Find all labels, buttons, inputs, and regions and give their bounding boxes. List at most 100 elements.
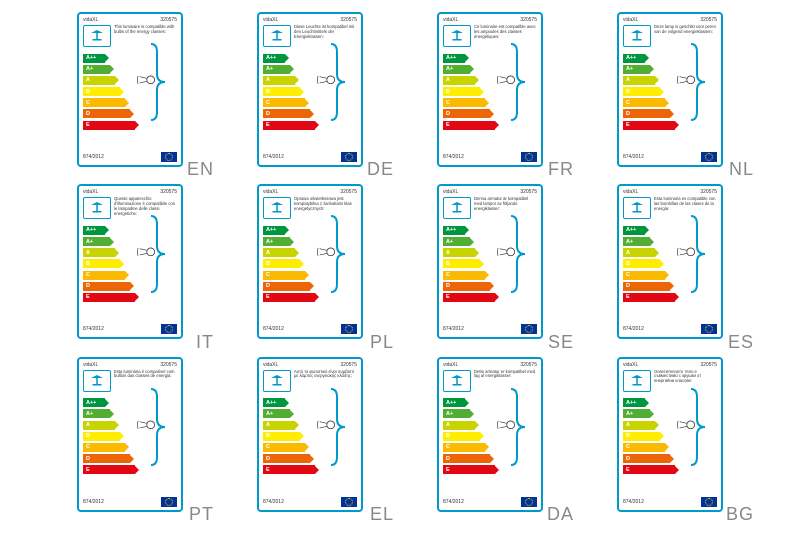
compatibility-text: Deze lamp is geschikt voor peren van de … <box>654 25 717 35</box>
bulb-icon <box>135 72 157 88</box>
energy-label-card: vidaXL 320575 Esta luminaria es compatib… <box>617 184 723 339</box>
card-header: vidaXL 320575 <box>83 189 177 195</box>
card-header: vidaXL 320575 <box>263 17 357 23</box>
eu-flag-icon <box>341 497 357 507</box>
brand-text: vidaXL <box>83 17 98 23</box>
brand-text: vidaXL <box>263 362 278 368</box>
brand-text: vidaXL <box>443 189 458 195</box>
card-footer: 874/2012 <box>83 497 177 507</box>
label-cell-da: vidaXL 320575 Dette armatur er kompatibe… <box>400 353 580 525</box>
lamp-icon <box>628 373 646 389</box>
bulb-icon <box>135 244 157 260</box>
model-text: 320575 <box>520 362 537 368</box>
card-header: vidaXL 320575 <box>443 362 537 368</box>
language-code: EL <box>370 504 394 525</box>
model-text: 320575 <box>700 362 717 368</box>
lamp-box <box>83 370 111 392</box>
lamp-box <box>443 197 471 219</box>
model-text: 320575 <box>160 362 177 368</box>
regulation-text: 874/2012 <box>443 326 464 332</box>
compatibility-text: Denna armatur är kompatibel med lampor a… <box>474 197 537 211</box>
lamp-box <box>263 25 291 47</box>
label-cell-fr: vidaXL 320575 Ce luminaire est compatibl… <box>400 8 580 180</box>
brand-text: vidaXL <box>443 362 458 368</box>
model-text: 320575 <box>520 189 537 195</box>
card-header: vidaXL 320575 <box>263 189 357 195</box>
language-code: ES <box>728 332 754 353</box>
bulb-icon <box>675 72 697 88</box>
lamp-icon <box>448 28 466 44</box>
eu-flag-icon <box>701 152 717 162</box>
compatibility-text: Diese Leuchte ist kompatibel mit den Leu… <box>294 25 357 39</box>
bulb-icon <box>675 244 697 260</box>
regulation-text: 874/2012 <box>623 499 644 505</box>
language-code: IT <box>196 332 214 353</box>
card-header: vidaXL 320575 <box>443 17 537 23</box>
bulb-icon <box>135 417 157 433</box>
bulb-icon <box>315 244 337 260</box>
card-footer: 874/2012 <box>623 324 717 334</box>
brand-text: vidaXL <box>263 17 278 23</box>
label-cell-pt: vidaXL 320575 Esta luminária é compatíve… <box>40 353 220 525</box>
lamp-box <box>83 25 111 47</box>
lamp-box <box>443 25 471 47</box>
lamp-icon <box>628 200 646 216</box>
model-text: 320575 <box>520 17 537 23</box>
labels-grid: vidaXL 320575 This luminaire is compatib… <box>0 0 800 533</box>
lamp-icon <box>448 373 466 389</box>
language-code: EN <box>187 159 214 180</box>
regulation-text: 874/2012 <box>83 326 104 332</box>
bulb-icon <box>675 417 697 433</box>
language-code: SE <box>548 332 574 353</box>
card-header: vidaXL 320575 <box>83 17 177 23</box>
regulation-text: 874/2012 <box>263 154 284 160</box>
lamp-box <box>623 25 651 47</box>
compatibility-text: This luminaire is compatible with bulbs … <box>114 25 177 35</box>
eu-flag-icon <box>521 324 537 334</box>
lamp-icon <box>88 373 106 389</box>
energy-label-card: vidaXL 320575 Diese Leuchte ist kompatib… <box>257 12 363 167</box>
model-text: 320575 <box>340 17 357 23</box>
model-text: 320575 <box>340 362 357 368</box>
language-code: BG <box>726 504 754 525</box>
eu-flag-icon <box>521 152 537 162</box>
brand-text: vidaXL <box>623 189 638 195</box>
regulation-text: 874/2012 <box>623 154 644 160</box>
eu-flag-icon <box>701 497 717 507</box>
label-cell-en: vidaXL 320575 This luminaire is compatib… <box>40 8 220 180</box>
brand-text: vidaXL <box>83 362 98 368</box>
eu-flag-icon <box>161 497 177 507</box>
bulb-icon <box>495 244 517 260</box>
energy-label-card: vidaXL 320575 Denna armatur är kompatibe… <box>437 184 543 339</box>
language-code: FR <box>548 159 574 180</box>
lamp-icon <box>268 373 286 389</box>
regulation-text: 874/2012 <box>443 154 464 160</box>
regulation-text: 874/2012 <box>623 326 644 332</box>
eu-flag-icon <box>701 324 717 334</box>
card-footer: 874/2012 <box>443 497 537 507</box>
label-cell-bg: vidaXL 320575 Осветителното тяло е съвме… <box>580 353 760 525</box>
regulation-text: 874/2012 <box>83 154 104 160</box>
language-code: DA <box>547 504 574 525</box>
language-code: DE <box>367 159 394 180</box>
lamp-box <box>263 370 291 392</box>
eu-flag-icon <box>341 324 357 334</box>
card-header: vidaXL 320575 <box>623 17 717 23</box>
language-code: NL <box>729 159 754 180</box>
label-cell-de: vidaXL 320575 Diese Leuchte ist kompatib… <box>220 8 400 180</box>
eu-flag-icon <box>161 324 177 334</box>
bulb-icon <box>495 72 517 88</box>
energy-label-card: vidaXL 320575 Dette armatur er kompatibe… <box>437 357 543 512</box>
energy-label-card: vidaXL 320575 Осветителното тяло е съвме… <box>617 357 723 512</box>
brand-text: vidaXL <box>443 17 458 23</box>
lamp-box <box>83 197 111 219</box>
model-text: 320575 <box>700 189 717 195</box>
bulb-icon <box>315 72 337 88</box>
energy-label-card: vidaXL 320575 Oprawa oświetleniowa jest … <box>257 184 363 339</box>
model-text: 320575 <box>160 189 177 195</box>
lamp-box <box>263 197 291 219</box>
label-cell-it: vidaXL 320575 Questo apparecchio d'illum… <box>40 180 220 352</box>
card-footer: 874/2012 <box>623 497 717 507</box>
lamp-box <box>623 370 651 392</box>
regulation-text: 874/2012 <box>263 499 284 505</box>
